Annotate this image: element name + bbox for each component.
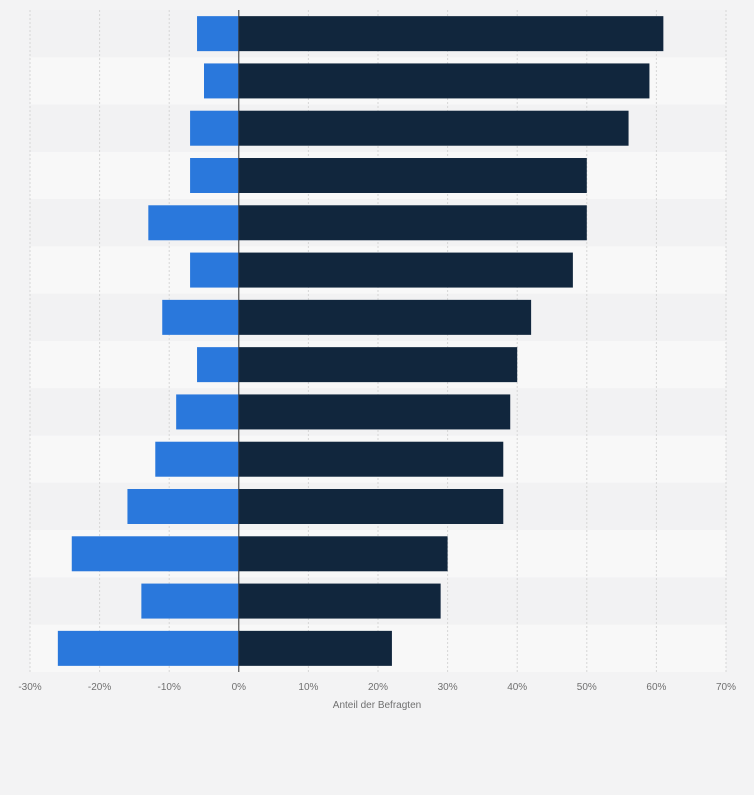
x-tick-label: 30% bbox=[438, 682, 458, 693]
negative-bar bbox=[162, 299, 239, 335]
negative-bar bbox=[127, 489, 239, 524]
negative-bar bbox=[190, 252, 239, 288]
positive-bar bbox=[238, 630, 392, 666]
positive-bar bbox=[238, 489, 504, 524]
positive-bar bbox=[238, 583, 441, 619]
negative-bar bbox=[190, 158, 239, 193]
negative-bar bbox=[176, 394, 239, 430]
negative-bar bbox=[204, 63, 239, 99]
positive-bar bbox=[238, 252, 573, 288]
positive-bar bbox=[238, 16, 664, 52]
x-tick-label: 50% bbox=[577, 682, 597, 693]
positive-bar bbox=[238, 441, 504, 477]
bars bbox=[57, 16, 664, 666]
x-tick-label: -10% bbox=[158, 682, 181, 693]
x-tick-label: -20% bbox=[88, 682, 111, 693]
negative-bar bbox=[190, 110, 239, 146]
positive-bar bbox=[238, 536, 448, 572]
x-axis-label: Anteil der Befragten bbox=[333, 700, 421, 711]
positive-bar bbox=[238, 299, 532, 335]
positive-bar bbox=[238, 347, 518, 383]
x-tick-label: 10% bbox=[298, 682, 318, 693]
positive-bar bbox=[238, 205, 587, 241]
negative-bar bbox=[71, 536, 239, 572]
row-bands bbox=[30, 10, 726, 672]
negative-bar bbox=[155, 441, 239, 477]
negative-bar bbox=[148, 205, 239, 241]
x-tick-labels: -30% -20% -10% 0% 10% 20% 30% 40% 50% 60% 70% bbox=[18, 682, 736, 693]
x-tick-label: 60% bbox=[646, 682, 666, 693]
x-tick-label: -30% bbox=[18, 682, 41, 693]
positive-bar bbox=[238, 63, 650, 99]
x-tick-label: 20% bbox=[368, 682, 388, 693]
negative-bar bbox=[197, 347, 239, 383]
x-tick-label: 40% bbox=[507, 682, 527, 693]
negative-bar bbox=[197, 16, 239, 52]
negative-bar bbox=[57, 630, 239, 666]
x-tick-label: 0% bbox=[232, 682, 247, 693]
positive-bar bbox=[238, 394, 511, 430]
positive-bar bbox=[238, 110, 629, 146]
positive-bar bbox=[238, 158, 587, 193]
negative-bar bbox=[141, 583, 239, 619]
x-tick-label: 70% bbox=[716, 682, 736, 693]
